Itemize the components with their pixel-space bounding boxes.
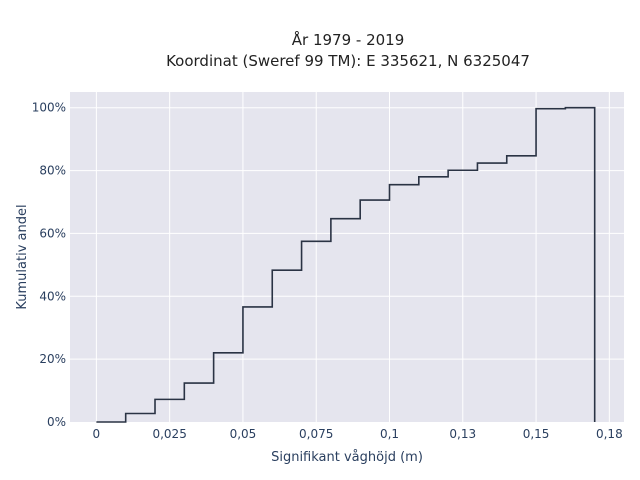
y-tick-label: 20% [39,352,66,366]
x-tick-label: 0,05 [230,427,257,441]
y-tick-label: 40% [39,289,66,303]
series-layer [96,106,596,423]
chart-title-line-1: År 1979 - 2019 [292,30,405,49]
y-tick-label: 0% [47,415,66,429]
x-tick-label: 0,15 [523,427,550,441]
x-tick-label: 0,075 [299,427,333,441]
x-tick-label: 0,18 [596,427,623,441]
x-tick-label: 0,025 [152,427,186,441]
y-tick-label: 80% [39,164,66,178]
x-tick-label: 0,1 [380,427,399,441]
x-axis-ticks: 0 0,025 0,05 0,075 0,1 0,13 0,15 0,18 [93,427,623,441]
plot-area [70,92,624,422]
grid-lines [70,92,624,422]
y-tick-label: 60% [39,226,66,240]
x-tick-label: 0,13 [449,427,476,441]
y-tick-label: 100% [32,101,66,115]
x-axis-label: Signifikant våghöjd (m) [271,450,423,465]
y-axis-label: Kumulativ andel [15,204,30,309]
x-tick-label: 0 [93,427,101,441]
y-axis-ticks: 0% 20% 40% 60% 80% 100% [32,101,66,429]
cumulative-step-line [96,106,596,423]
chart-title-line-2: Koordinat (Sweref 99 TM): E 335621, N 63… [166,52,530,70]
